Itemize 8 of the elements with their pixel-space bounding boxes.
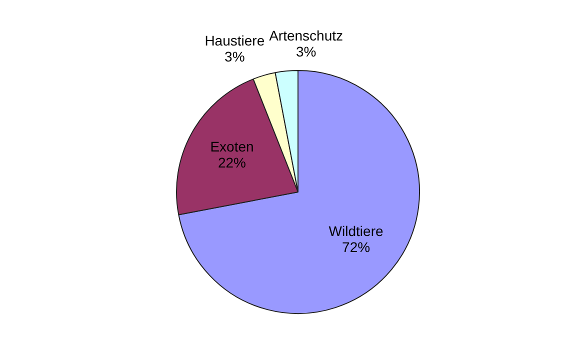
slice-label: Wildtiere xyxy=(328,222,384,239)
data-label: 3% xyxy=(296,43,316,60)
slice-label: Artenschutz xyxy=(269,27,344,44)
data-label: 3% xyxy=(224,48,245,65)
data-label: 72% xyxy=(342,238,370,255)
slice-label: Haustiere xyxy=(204,32,265,49)
data-label: 22% xyxy=(218,154,246,171)
slice-label: Exoten xyxy=(210,138,254,155)
